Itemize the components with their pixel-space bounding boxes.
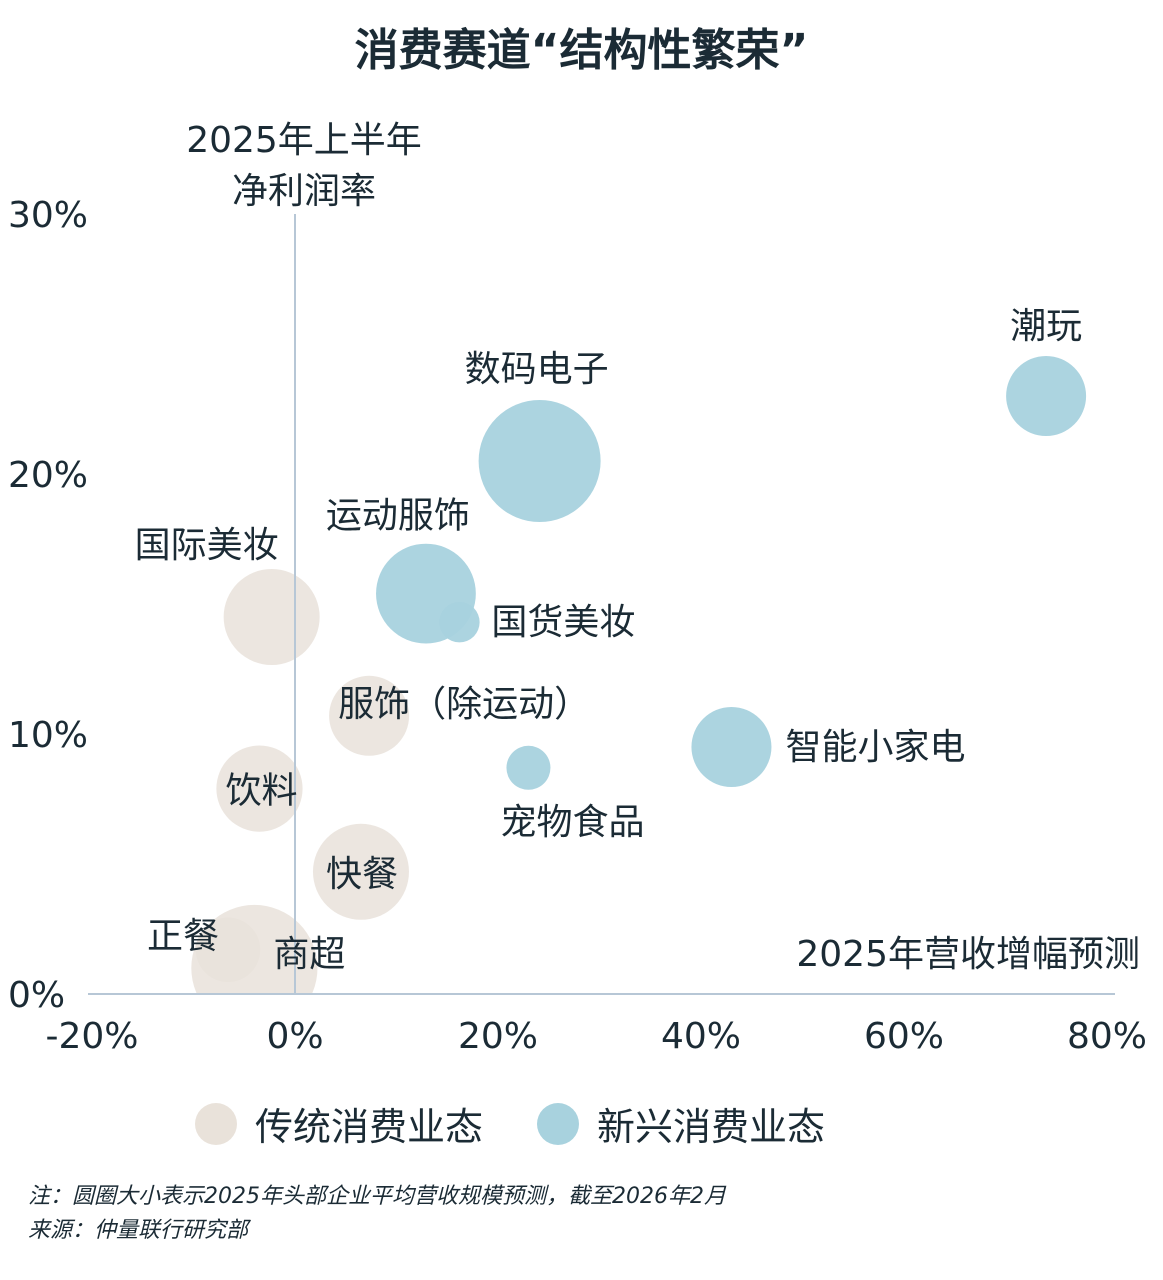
y-tick-label: 20% [8,455,88,496]
chart-title: 消费赛道“结构性繁荣” [354,25,809,76]
y-axis-title-line2: 净利润率 [232,171,376,212]
data-label: 宠物食品 [500,802,644,843]
legend-label-emerging: 新兴消费业态 [597,1105,826,1149]
data-label: 智能小家电 [785,727,965,768]
data-label: 国际美妆 [135,525,279,566]
y-axis-title-line1: 2025年上半年 [186,120,422,161]
data-label: 数码电子 [465,349,609,390]
bubble-emerging [1006,356,1087,436]
data-label: 快餐 [326,854,398,895]
data-label: 正餐 [147,916,219,957]
data-label: 饮料 [225,771,297,812]
footnote: 注：圆圈大小表示2025年头部企业平均营收规模预测，截至2026年2月 [28,1184,726,1209]
y-tick-label: 0% [8,975,65,1016]
legend-swatch-traditional [195,1102,237,1145]
bubble-traditional [329,675,410,756]
bubble-traditional [216,745,303,832]
x-tick-label: 80% [1067,1016,1147,1057]
x-tick-label: 60% [864,1016,944,1057]
bubble-emerging [506,745,551,790]
x-tick-label: 40% [661,1016,741,1057]
bubble-traditional [191,904,318,994]
legend-label-traditional: 传统消费业态 [255,1105,484,1149]
x-axis-title: 2025年营收增幅预测 [796,934,1140,975]
bubble-emerging [478,400,601,522]
data-label: 商超 [273,934,345,975]
bubble-chart: -20% 0% 20% 40% 60% 80%0%10%20%30%2025年上半年净利润… [8,120,1147,1057]
x-tick-label: 0% [266,1016,323,1057]
data-label: 潮玩 [1010,306,1082,347]
legend-item-emerging: 新兴消费业态 [537,1096,825,1151]
source-note: 来源：仲量联行研究部 [28,1218,249,1243]
bubble-emerging [691,707,772,787]
data-label: 服饰（除运动） [338,684,590,725]
bubble-traditional [312,823,409,920]
bubble-emerging [439,602,480,643]
x-tick-label: -20% [45,1016,138,1057]
data-label: 运动服饰 [326,496,470,537]
legend-item-traditional: 传统消费业态 [195,1096,483,1151]
bubble-traditional [223,569,320,665]
data-label: 国货美妆 [491,602,635,643]
x-tick-label: 20% [458,1016,538,1057]
legend: 传统消费业态 新兴消费业态 [195,1096,825,1151]
y-tick-label: 30% [8,195,88,236]
y-tick-label: 10% [8,715,88,756]
legend-swatch-emerging [537,1102,580,1145]
